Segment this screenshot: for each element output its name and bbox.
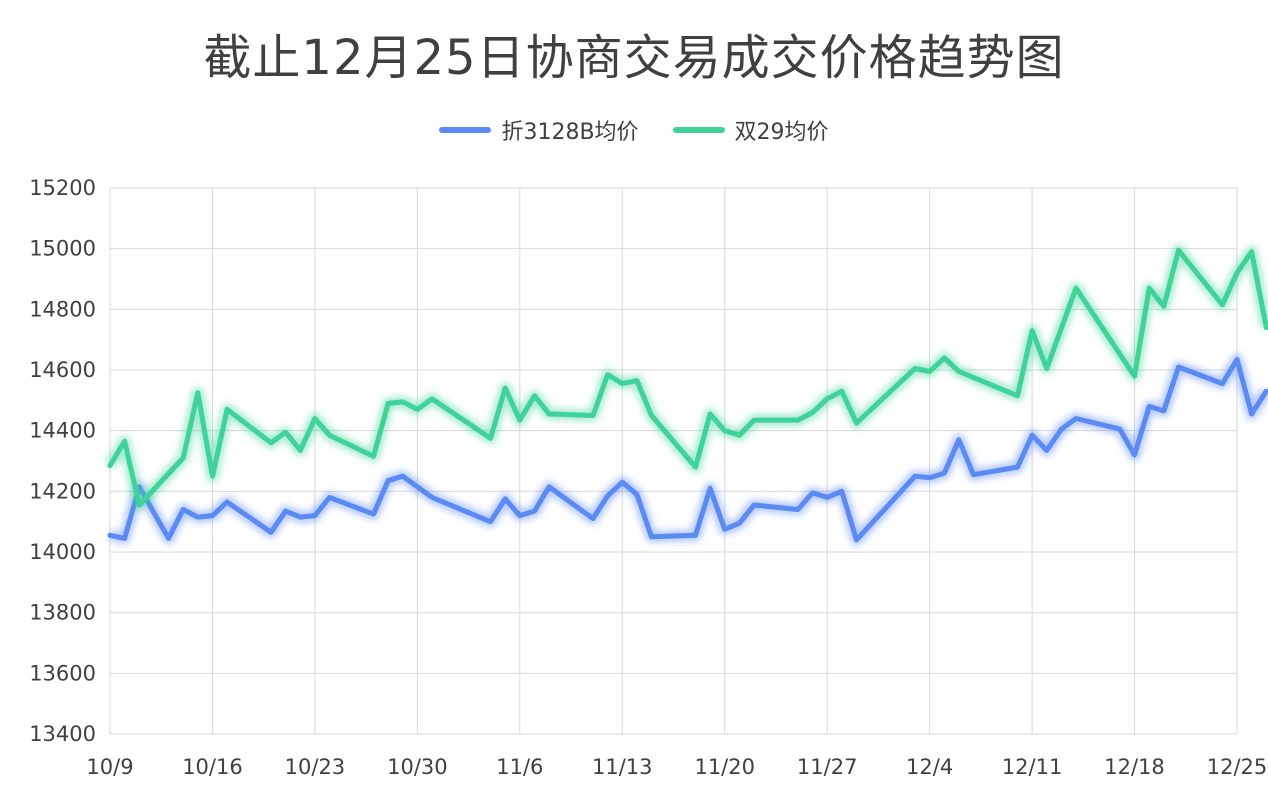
y-tick-label: 13400 — [29, 722, 96, 746]
legend-item-series-2[interactable]: 双29均价 — [672, 114, 829, 146]
x-tick-label: 10/16 — [182, 755, 243, 779]
series-2-glow — [104, 244, 1268, 511]
legend-label-series-2: 双29均价 — [734, 120, 829, 145]
x-tick-label: 11/13 — [592, 755, 653, 779]
y-tick-label: 14000 — [29, 540, 96, 564]
x-tick-label: 11/20 — [694, 755, 755, 779]
legend-item-series-1[interactable]: 折3128B均价 — [439, 114, 639, 146]
series-2-line — [107, 247, 1268, 508]
y-tick-label: 14400 — [29, 419, 96, 443]
x-tick-label: 10/23 — [285, 755, 346, 779]
y-tick-label: 14800 — [29, 297, 96, 321]
series-1-line — [107, 356, 1268, 543]
y-tick-label: 13800 — [29, 601, 96, 625]
legend-label-series-1: 折3128B均价 — [501, 120, 639, 145]
gridlines — [109, 187, 1238, 735]
y-tick-label: 14600 — [29, 358, 96, 382]
y-axis: 13400 13600 13800 14000 14200 14400 14600 14800… — [29, 176, 96, 746]
x-axis: 10/9 10/16 10/23 10/30 11/6 11/13 11/20 11/27 12… — [86, 755, 1267, 779]
legend: 折3128B均价 双29均价 — [0, 114, 1268, 146]
series-layer — [104, 244, 1268, 546]
y-tick-label: 15000 — [29, 237, 96, 261]
x-tick-label: 10/30 — [387, 755, 448, 779]
x-tick-label: 12/4 — [906, 755, 953, 779]
x-tick-label: 12/11 — [1002, 755, 1063, 779]
y-tick-label: 13600 — [29, 661, 96, 685]
chart-title: 截止12月25日协商交易成交价格趋势图 — [203, 30, 1065, 86]
y-tick-label: 15200 — [29, 176, 96, 200]
x-tick-label: 11/27 — [797, 755, 858, 779]
x-tick-label: 10/9 — [86, 755, 133, 779]
legend-swatch-series-2 — [672, 127, 725, 133]
x-tick-label: 12/18 — [1104, 755, 1165, 779]
x-tick-label: 11/6 — [496, 755, 543, 779]
legend-swatch-series-1 — [439, 127, 492, 133]
x-tick-label: 12/25 — [1207, 755, 1268, 779]
y-tick-label: 14200 — [29, 479, 96, 503]
